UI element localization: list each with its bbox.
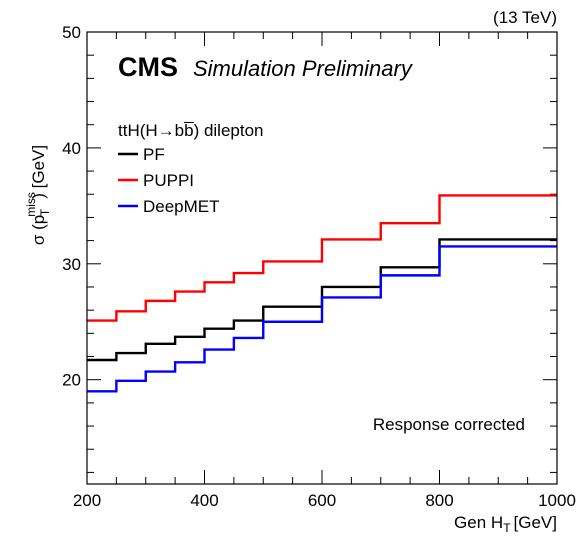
x-axis-title: Gen HT [GeV] (454, 513, 557, 535)
series-pf (87, 238, 557, 362)
x-axis-title-sub: T (503, 521, 511, 535)
x-tick-label: 400 (190, 491, 218, 510)
lumi-label: (13 TeV) (493, 8, 557, 27)
y-tick-label: 50 (62, 23, 81, 42)
x-tick-label: 1000 (538, 491, 576, 510)
y-tick-label: 20 (62, 371, 81, 390)
annotation-response-corrected: Response corrected (373, 415, 525, 434)
axis-tick-labels: 200 400 600 800 1000 20 30 40 50 (62, 23, 576, 510)
y-axis-title-suffix: ) [GeV] (29, 145, 48, 199)
series-deepmet (87, 245, 557, 393)
x-axis-title-main: Gen H (454, 513, 503, 532)
y-tick-label: 40 (62, 139, 81, 158)
y-axis-title-sub: T (38, 208, 52, 216)
axis-ticks (86, 31, 558, 484)
legend-header: ttH(H→bb̅) dilepton (118, 121, 264, 140)
y-axis-title-prefix: σ (p (29, 215, 48, 245)
plot-frame (86, 31, 558, 485)
series-puppi (87, 194, 557, 322)
experiment-subtitle: Simulation Preliminary (193, 56, 414, 81)
legend: PF PUPPI DeepMET (118, 145, 220, 216)
legend-label-deepmet: DeepMET (143, 197, 220, 216)
y-tick-label: 30 (62, 255, 81, 274)
x-tick-label: 800 (425, 491, 453, 510)
experiment-label: CMS (118, 52, 178, 82)
y-axis-title-sup: miss (24, 192, 38, 217)
x-tick-label: 200 (73, 491, 101, 510)
series-layer (87, 194, 557, 393)
legend-label-puppi: PUPPI (143, 171, 194, 190)
x-tick-label: 600 (308, 491, 336, 510)
y-axis-title: σ (pmissT ) [GeV] (24, 145, 52, 245)
legend-label-pf: PF (143, 145, 165, 164)
x-axis-title-unit: [GeV] (514, 513, 557, 532)
